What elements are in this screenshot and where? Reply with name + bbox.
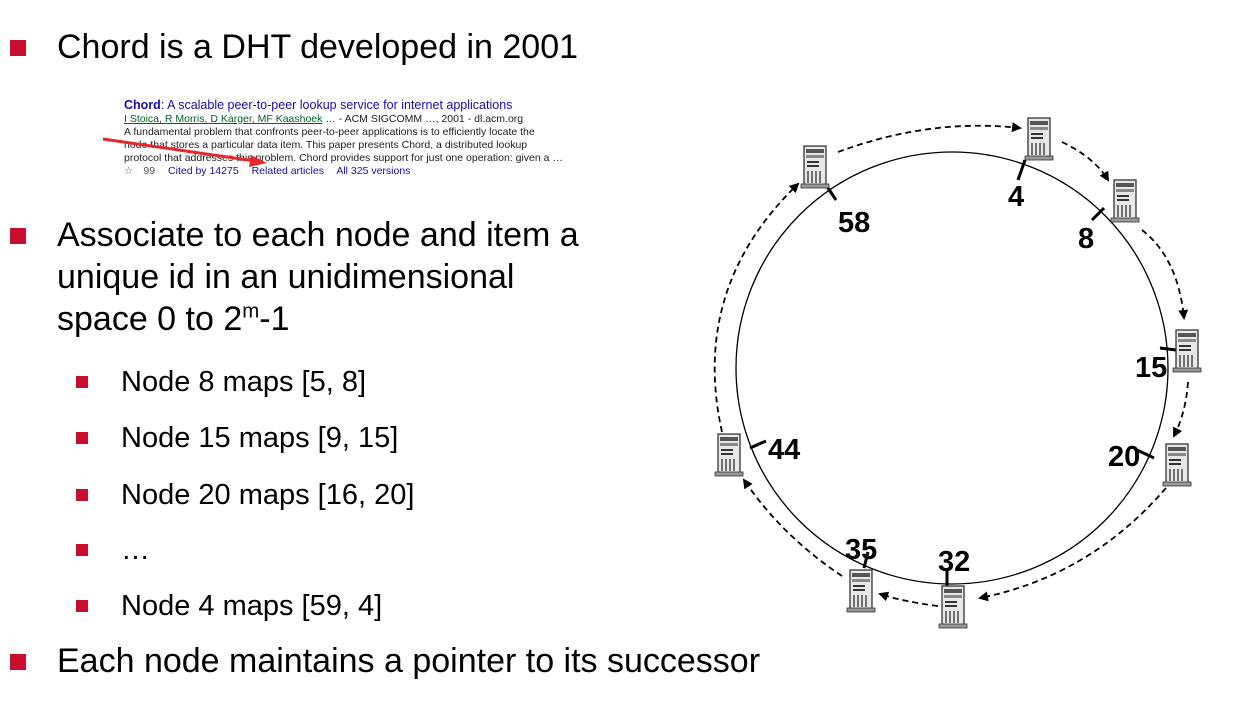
- sub-bullet-marker: [76, 376, 88, 388]
- citation-links: ☆ 99 Cited by 14275 Related articles All …: [124, 165, 594, 178]
- sub-bullet-marker: [76, 544, 88, 556]
- node-label-44: 44: [768, 434, 800, 466]
- all-versions-link[interactable]: All 325 versions: [336, 165, 411, 177]
- cited-by-link[interactable]: Cited by 14275: [168, 165, 239, 177]
- tick-44: [749, 439, 767, 450]
- sub-bullet-marker: [76, 600, 88, 612]
- bullet-marker: [10, 40, 26, 56]
- node-label-58: 58: [838, 207, 870, 239]
- citation-snippet-line-3: protocol that addresses this problem. Ch…: [124, 152, 563, 164]
- sub-bullet-node-15: Node 15 maps [9, 15]: [121, 422, 399, 454]
- sub-bullet-ellipsis: …: [121, 534, 150, 566]
- tick-8: [1090, 206, 1106, 222]
- successor-arrow-35-44: [742, 478, 843, 577]
- node-label-32: 32: [938, 546, 970, 578]
- citation-authors-line: I Stoica, R Morris, D Karger, MF Kaashoe…: [124, 113, 594, 126]
- sub-bullet-marker: [76, 489, 88, 501]
- successor-arrow-44-58: [713, 182, 800, 433]
- tick-4: [1016, 159, 1027, 181]
- sub-bullet-node-4: Node 4 maps [59, 4]: [121, 590, 383, 622]
- server-icon-node-20[interactable]: [1162, 443, 1192, 487]
- identifier-ring: [735, 151, 1169, 585]
- citation-venue: … - ACM SIGCOMM …, 2001 - dl.acm.org: [325, 113, 524, 125]
- successor-arrow-4-8: [1061, 141, 1110, 182]
- successor-arrows: [713, 122, 1189, 607]
- chord-ring-diagram: 4 8 15 20 32 35 44 58: [713, 117, 1202, 629]
- node-label-15: 15: [1135, 352, 1167, 384]
- server-icon-node-32[interactable]: [938, 585, 968, 629]
- server-icon-node-44[interactable]: [714, 433, 744, 477]
- tick-20: [1136, 448, 1155, 460]
- tick-15: [1159, 346, 1177, 352]
- server-icon-node-15[interactable]: [1172, 329, 1202, 373]
- related-articles-link[interactable]: Related articles: [251, 165, 324, 177]
- server-icon-node-4[interactable]: [1024, 117, 1054, 161]
- successor-arrow-58-4: [837, 122, 1022, 153]
- successor-arrow-32-35: [878, 591, 939, 607]
- node-label-20: 20: [1108, 441, 1140, 473]
- red-arrow-annotation: [102, 137, 267, 167]
- citation-snippet-line-1: A fundamental problem that confronts pee…: [124, 126, 535, 138]
- server-icon-node-8[interactable]: [1110, 179, 1140, 223]
- citation-snippet-line-2: node that stores a particular data item.…: [124, 139, 528, 151]
- bullet-marker: [10, 228, 26, 244]
- bullet-line-3: space 0 to 2m-1: [57, 300, 290, 338]
- bullet-associate-id: Associate to each node and item a unique…: [57, 214, 579, 340]
- star-icon[interactable]: ☆: [124, 165, 134, 177]
- bullet-successor-pointer: Each node maintains a pointer to its suc…: [57, 642, 761, 680]
- server-icon-node-35[interactable]: [846, 569, 876, 613]
- quote-icon[interactable]: 99: [143, 165, 156, 177]
- bullet-line-1: Associate to each node and item a: [57, 216, 579, 254]
- citation-snippet: Chord: A scalable peer-to-peer lookup se…: [124, 97, 594, 178]
- successor-arrow-8-15: [1141, 229, 1189, 320]
- sub-bullet-node-8: Node 8 maps [5, 8]: [121, 366, 367, 398]
- bullet-marker: [10, 654, 26, 670]
- sub-bullet-marker: [76, 432, 88, 444]
- server-icon-node-58[interactable]: [800, 145, 830, 189]
- bullet-line-2: unique id in an unidimensional: [57, 258, 515, 296]
- citation-title[interactable]: Chord: A scalable peer-to-peer lookup se…: [124, 98, 513, 112]
- node-label-35: 35: [845, 534, 877, 566]
- sub-bullet-node-20: Node 20 maps [16, 20]: [121, 479, 415, 511]
- node-label-8: 8: [1078, 223, 1094, 255]
- successor-arrow-15-20: [1173, 381, 1189, 438]
- bullet-chord-dht: Chord is a DHT developed in 2001: [57, 28, 579, 66]
- tick-35: [862, 551, 870, 569]
- node-label-4: 4: [1008, 181, 1024, 213]
- successor-arrow-20-32: [978, 487, 1167, 602]
- citation-authors[interactable]: I Stoica, R Morris, D Karger, MF Kaashoe…: [124, 113, 323, 125]
